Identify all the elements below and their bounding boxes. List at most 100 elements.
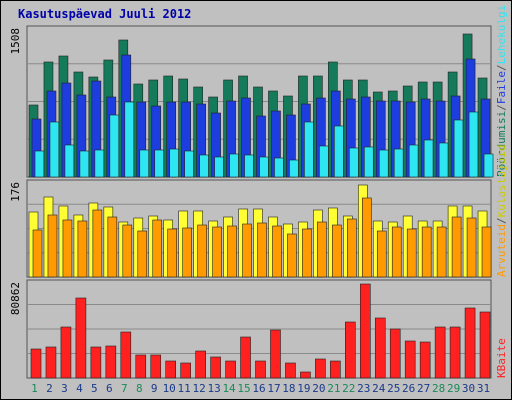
bar-arvuteid-day-13 <box>212 226 222 278</box>
bar-lehek-lgi-day-26 <box>408 144 419 178</box>
x-tick-label: 19 <box>297 382 310 395</box>
bar-kbaite-day-22 <box>345 321 356 379</box>
bar-arvuteid-day-29 <box>451 216 462 278</box>
bar-kbaite-day-24 <box>374 317 386 379</box>
bar-lehek-lgi-day-22 <box>349 147 359 178</box>
bar-lehek-lgi-day-30 <box>468 111 479 178</box>
bar-lehek-lgi-day-1 <box>34 150 45 178</box>
x-tick-label: 20 <box>312 382 325 395</box>
bar-lehek-lgi-day-9 <box>154 149 165 178</box>
bar-kbaite-day-3 <box>60 326 72 379</box>
panel-max-label: 80862 <box>9 282 22 315</box>
bar-arvuteid-day-23 <box>361 197 372 278</box>
legend-entry: / <box>495 104 508 111</box>
bar-lehek-lgi-day-15 <box>244 154 254 178</box>
x-tick-label: 28 <box>432 382 445 395</box>
x-tick-label: 4 <box>76 382 83 395</box>
bar-kbaite-day-25 <box>389 328 401 379</box>
bar-arvuteid-day-17 <box>272 225 282 278</box>
x-tick-label: 10 <box>163 382 176 395</box>
bar-arvuteid-day-12 <box>197 224 207 278</box>
x-tick-label: 3 <box>61 382 68 395</box>
x-tick-label: 25 <box>387 382 400 395</box>
bar-arvuteid-day-28 <box>436 226 447 278</box>
x-tick-label: 22 <box>342 382 355 395</box>
bar-lehek-lgi-day-19 <box>304 121 314 178</box>
bar-kbaite-day-5 <box>90 346 102 379</box>
bar-lehek-lgi-day-17 <box>274 157 284 178</box>
legend-entry: Külastajaid <box>495 145 508 218</box>
bar-arvuteid-day-4 <box>77 220 88 278</box>
x-tick-label: 2 <box>46 382 53 395</box>
bar-kbaite-day-11 <box>180 362 191 379</box>
bar-lehek-lgi-day-31 <box>483 153 494 178</box>
bar-kbaite-day-26 <box>404 340 416 379</box>
bar-kbaite-day-8 <box>135 354 147 379</box>
bar-kbaite-day-10 <box>165 360 177 379</box>
x-tick-label: 6 <box>106 382 113 395</box>
bar-lehek-lgi-day-23 <box>363 146 374 178</box>
x-tick-label: 17 <box>267 382 280 395</box>
x-tick-label: 16 <box>252 382 265 395</box>
bar-arvuteid-day-1 <box>32 229 43 278</box>
bar-kbaite-day-28 <box>434 326 446 379</box>
bar-lehek-lgi-day-12 <box>199 154 209 178</box>
bar-lehek-lgi-day-28 <box>438 142 449 178</box>
x-tick-label: 14 <box>222 382 236 395</box>
bar-arvuteid-day-19 <box>302 228 312 278</box>
bar-arvuteid-day-26 <box>406 228 417 278</box>
x-tick-label: 23 <box>357 382 370 395</box>
bar-kbaite-day-20 <box>315 358 326 379</box>
bar-arvuteid-day-20 <box>317 221 327 278</box>
bar-arvuteid-day-5 <box>92 209 103 278</box>
bar-arvuteid-day-9 <box>152 219 163 278</box>
legend-entry: / <box>495 217 508 224</box>
bar-arvuteid-day-31 <box>481 226 492 278</box>
bar-kbaite-day-15 <box>240 336 251 379</box>
bar-lehek-lgi-day-20 <box>319 145 329 178</box>
bar-lehek-lgi-day-2 <box>49 121 60 178</box>
bar-kbaite-day-12 <box>195 350 206 379</box>
bar-arvuteid-day-16 <box>257 222 267 278</box>
bar-kbaite-day-13 <box>210 356 221 379</box>
x-tick-label: 11 <box>178 382 191 395</box>
legend-entry: Arvuteid <box>495 224 508 277</box>
x-tick-label: 31 <box>477 382 490 395</box>
legend-entry: Faile <box>495 71 508 104</box>
bar-kbaite-day-9 <box>150 354 162 379</box>
bar-arvuteid-day-6 <box>107 216 118 278</box>
legend-entry: / <box>495 64 508 71</box>
bar-kbaite-day-30 <box>464 307 476 379</box>
x-tick-label: 7 <box>121 382 128 395</box>
x-tick-label: 24 <box>372 382 386 395</box>
bar-kbaite-day-18 <box>285 362 296 379</box>
bar-arvuteid-day-3 <box>62 219 73 278</box>
x-tick-label: 8 <box>136 382 143 395</box>
bar-lehek-lgi-day-8 <box>139 149 150 178</box>
bar-arvuteid-day-18 <box>287 233 297 278</box>
x-tick-label: 13 <box>207 382 220 395</box>
bar-arvuteid-day-22 <box>347 218 357 278</box>
bar-lehek-lgi-day-3 <box>64 144 75 178</box>
bar-arvuteid-day-24 <box>376 230 387 278</box>
chart-title: Kasutuspäevad Juuli 2012 <box>18 7 191 21</box>
x-tick-label: 27 <box>417 382 430 395</box>
bar-lehek-lgi-day-4 <box>79 150 90 178</box>
x-tick-label: 29 <box>447 382 460 395</box>
legend-entry: KBaite <box>495 338 508 378</box>
x-tick-label: 21 <box>327 382 340 395</box>
x-tick-label: 5 <box>91 382 98 395</box>
bar-lehek-lgi-day-29 <box>453 119 464 178</box>
panel-max-label: 176 <box>9 182 22 202</box>
legend-entry: Pöördumisi <box>495 111 508 177</box>
x-tick-label: 30 <box>462 382 475 395</box>
bar-lehek-lgi-day-27 <box>423 139 434 178</box>
bar-kbaite-day-1 <box>30 348 42 379</box>
legend-bottom: KBaite <box>495 338 508 378</box>
bar-kbaite-day-31 <box>479 311 491 379</box>
bar-kbaite-day-2 <box>45 346 57 379</box>
bar-arvuteid-day-15 <box>242 223 252 278</box>
legend-top: Pöördumisi/Faile/Lehekülgi <box>495 5 508 177</box>
